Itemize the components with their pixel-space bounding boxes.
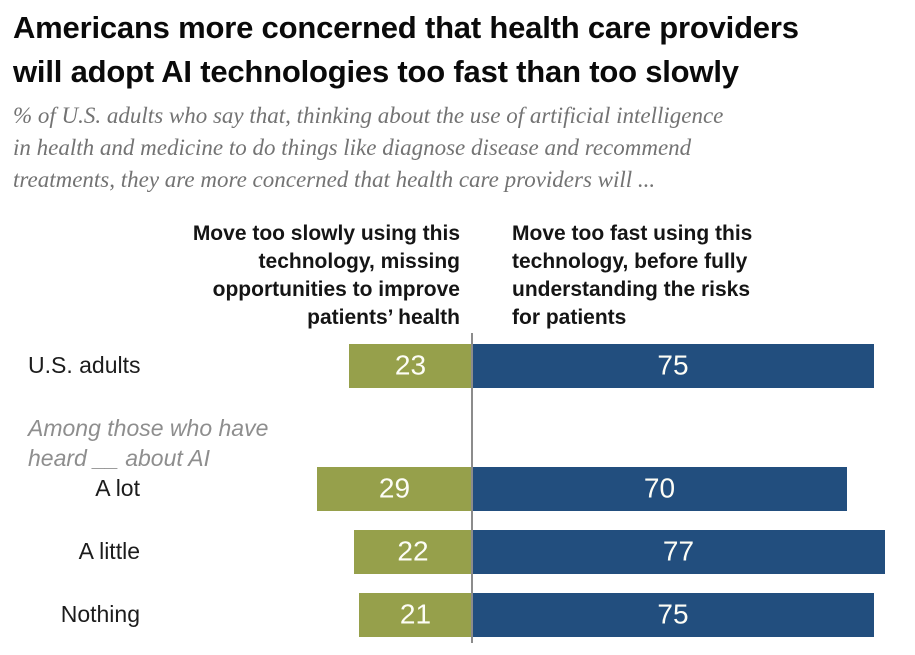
chart-subtitle: % of U.S. adults who say that, thinking … bbox=[13, 103, 724, 192]
bar-too-fast: 75 bbox=[472, 344, 874, 388]
bar-value: 22 bbox=[397, 535, 429, 567]
bar-value: 70 bbox=[643, 472, 676, 504]
bar-too-fast: 75 bbox=[472, 593, 874, 637]
row-label: U.S. adults bbox=[28, 352, 141, 378]
column-header-too-fast: Move too fast using this technology, bef… bbox=[512, 222, 753, 329]
bar-too-slowly: 23 bbox=[349, 344, 472, 388]
bar-value: 77 bbox=[662, 535, 695, 567]
row-label: A little bbox=[78, 538, 140, 564]
row-label: Nothing bbox=[60, 601, 140, 627]
bar-too-slowly: 21 bbox=[359, 593, 472, 637]
chart-title: Americans more concerned that health car… bbox=[13, 10, 799, 89]
bar-too-slowly: 29 bbox=[317, 467, 472, 511]
axis-baseline bbox=[471, 333, 473, 643]
group-note: Among those who have heard __ about AI bbox=[28, 415, 269, 471]
bar-value: 21 bbox=[399, 598, 432, 630]
bar-too-fast: 77 bbox=[472, 530, 885, 574]
bar-value: 23 bbox=[394, 349, 427, 381]
bar-too-slowly: 22 bbox=[354, 530, 472, 574]
column-header-too-slowly: Move too slowly using this technology, m… bbox=[192, 222, 460, 329]
bar-value: 75 bbox=[657, 349, 689, 381]
row-label: A lot bbox=[95, 475, 140, 501]
bar-value: 29 bbox=[378, 472, 411, 504]
bar-too-fast: 70 bbox=[472, 467, 847, 511]
bar-value: 75 bbox=[657, 598, 689, 630]
